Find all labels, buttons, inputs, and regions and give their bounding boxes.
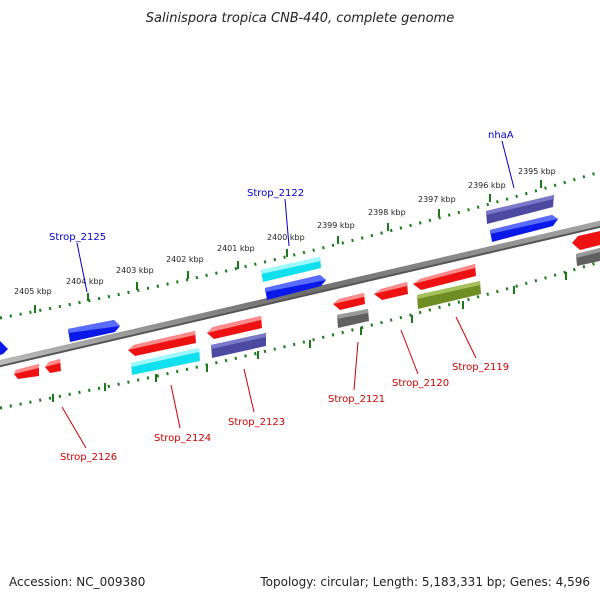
gene-strop-2121-feature[interactable] bbox=[337, 309, 369, 328]
gene-red-feature-edge-right[interactable] bbox=[572, 231, 600, 250]
topology-text: Topology: circular; Length: 5,183,331 bp… bbox=[259, 575, 590, 589]
gene-labels: nhaA Strop_2122 Strop_2125 Strop_2126 St… bbox=[49, 130, 514, 463]
scale-label: 2403 kbp bbox=[116, 266, 154, 275]
scale-label: 2399 kbp bbox=[317, 221, 355, 230]
gene-label-strop-2124[interactable]: Strop_2124 bbox=[154, 433, 211, 444]
top-major-ticks bbox=[34, 180, 542, 313]
gene-features bbox=[0, 195, 600, 379]
gene-strop-2119-feature[interactable] bbox=[417, 281, 481, 309]
gene-gray-feature-edge-right[interactable] bbox=[576, 248, 600, 266]
bottom-major-ticks bbox=[52, 272, 567, 402]
top-scale-dotted-line bbox=[0, 170, 600, 320]
leader-strop-2126 bbox=[61, 406, 87, 449]
gene-red-feature-4[interactable] bbox=[333, 293, 365, 310]
gene-label-strop-2125[interactable]: Strop_2125 bbox=[49, 232, 106, 243]
gene-strop-2120-feature[interactable] bbox=[374, 282, 408, 300]
gene-blue-feature-2[interactable] bbox=[265, 275, 326, 300]
scale-label: 2396 kbp bbox=[468, 181, 506, 190]
bottom-scale-dotted-line bbox=[0, 260, 600, 410]
gene-red-feature-3[interactable] bbox=[207, 316, 262, 339]
gene-red-feature-2[interactable] bbox=[128, 331, 196, 356]
leader-strop-2125 bbox=[76, 242, 88, 293]
gene-blue-feature-1[interactable] bbox=[490, 215, 558, 242]
gene-red-feature-small-1[interactable] bbox=[14, 364, 39, 379]
gene-nhaA-feature[interactable] bbox=[486, 195, 554, 224]
scale-label: 2402 kbp bbox=[166, 255, 204, 264]
scale-label: 2400 kbp bbox=[267, 233, 305, 242]
leader-strop-2121 bbox=[353, 341, 359, 391]
leader-strop-2124 bbox=[170, 384, 181, 429]
gene-strop-2124-feature[interactable] bbox=[131, 348, 200, 375]
gene-label-strop-2122[interactable]: Strop_2122 bbox=[247, 188, 304, 199]
gene-label-strop-2121[interactable]: Strop_2121 bbox=[328, 394, 385, 405]
gene-label-nhaA[interactable]: nhaA bbox=[488, 130, 514, 141]
gene-strop-2125-feature[interactable] bbox=[68, 320, 120, 342]
scale-label: 2401 kbp bbox=[217, 244, 255, 253]
gene-label-strop-2126[interactable]: Strop_2126 bbox=[60, 452, 117, 463]
leader-strop-2119 bbox=[455, 316, 477, 359]
gene-strop-2126-feature[interactable] bbox=[45, 359, 61, 373]
genome-backbone bbox=[0, 220, 600, 366]
scale-label: 2398 kbp bbox=[368, 208, 406, 217]
gene-label-strop-2120[interactable]: Strop_2120 bbox=[392, 378, 449, 389]
scale-label: 2397 kbp bbox=[418, 195, 456, 204]
leader-strop-2120 bbox=[400, 329, 419, 375]
gene-blue-feature-edge[interactable] bbox=[0, 341, 8, 355]
leader-nhaA bbox=[501, 140, 515, 189]
leader-strop-2122 bbox=[284, 198, 290, 247]
scale-label: 2405 kbp bbox=[14, 287, 52, 296]
gene-red-feature-5[interactable] bbox=[413, 264, 476, 290]
gene-strop-2123-feature[interactable] bbox=[211, 333, 266, 358]
gene-label-strop-2119[interactable]: Strop_2119 bbox=[452, 362, 509, 373]
gene-strop-2122-feature[interactable] bbox=[261, 257, 321, 282]
accession-text: Accession: NC_009380 bbox=[9, 575, 145, 589]
gene-label-strop-2123[interactable]: Strop_2123 bbox=[228, 417, 285, 428]
leader-strop-2123 bbox=[243, 368, 255, 413]
scale-label: 2395 kbp bbox=[518, 167, 556, 176]
map-title: Salinispora tropica CNB-440, complete ge… bbox=[146, 11, 454, 26]
leader-lines bbox=[61, 140, 515, 449]
